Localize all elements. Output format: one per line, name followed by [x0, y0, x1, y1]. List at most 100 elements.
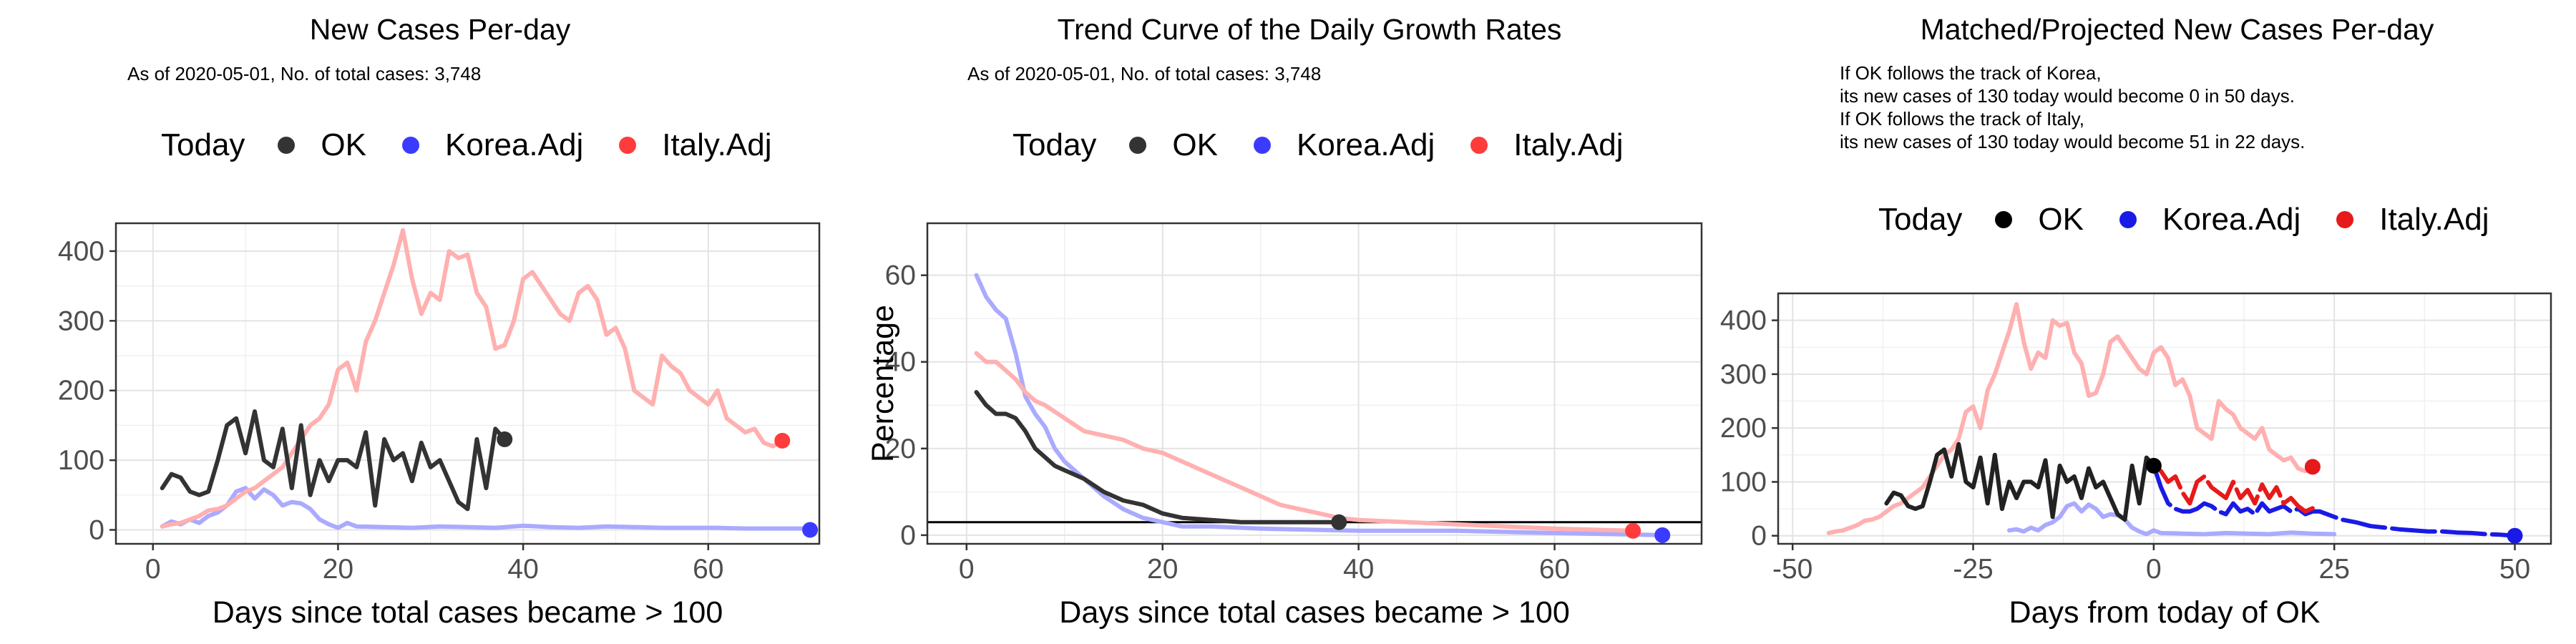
legend-label-ok: OK — [1172, 127, 1218, 162]
y-tick-label: 20 — [885, 434, 916, 464]
y-tick-label: 300 — [58, 306, 104, 336]
y-tick-label: 400 — [1720, 306, 1767, 336]
x-tick-label: 0 — [2146, 554, 2162, 585]
legend-label-ok: OK — [321, 127, 366, 162]
y-tick-label: 400 — [58, 236, 104, 267]
legend-item-italy: Italy.Adj — [1470, 127, 1623, 163]
legend: Today OK Korea.Adj Italy.Adj — [1878, 202, 2524, 238]
chart-title: New Cases Per-day — [309, 13, 571, 46]
x-tick-label: 0 — [959, 554, 975, 585]
series-line-italy-adj — [2151, 463, 2315, 514]
today-point-korea-adj — [2507, 527, 2523, 544]
x-tick-label: 0 — [145, 554, 161, 585]
plot-border — [114, 222, 821, 545]
series-line-korea-adj — [2151, 463, 2517, 538]
x-axis-label: Days from today of OK — [2009, 595, 2321, 630]
legend-dot-italy — [619, 137, 637, 154]
x-tick-label: -50 — [1772, 554, 1813, 585]
legend: Today OK Korea.Adj Italy.Adj — [1013, 127, 1659, 163]
x-tick-label: 50 — [2499, 554, 2530, 585]
series-line-ok — [974, 390, 1342, 525]
x-axis-label: Days since total cases became > 100 — [213, 595, 723, 630]
legend-label-ok: OK — [2038, 202, 2084, 237]
legend-dot-korea — [2119, 211, 2137, 228]
y-tick-label: 0 — [89, 515, 104, 546]
chart-subtitle: As of 2020-05-01, No. of total cases: 3,… — [127, 63, 482, 84]
panel-growth-rates: Trend Curve of the Daily Growth Rates As… — [852, 0, 1703, 644]
series-line-italy-adj — [160, 228, 785, 529]
x-tick-label: 40 — [507, 554, 538, 585]
legend-label-italy: Italy.Adj — [2379, 202, 2489, 237]
legend-label-korea: Korea.Adj — [2162, 202, 2301, 237]
today-point-italy-adj — [2304, 459, 2321, 475]
legend-item-ok: OK — [278, 127, 366, 163]
x-axis-label: Days since total cases became > 100 — [1059, 595, 1569, 630]
legend-dot-korea — [402, 137, 419, 154]
today-point-ok — [497, 431, 513, 447]
y-tick-label: 200 — [58, 376, 104, 406]
today-point-ok — [1331, 514, 1347, 530]
x-tick-label: 20 — [323, 554, 353, 585]
note-line: If OK follows the track of Italy, — [1840, 108, 2084, 130]
projected-cases-chart: -50 -25 0 25 50 0 100 200 300 400 Days from today … — [1720, 292, 2552, 630]
legend-item-korea: Korea.Adj — [1254, 127, 1435, 163]
growth-rate-chart: 0 20 40 60 0 20 40 60 Days since total cases bec… — [866, 222, 1703, 630]
series-line-italy-adj — [974, 351, 1636, 533]
y-tick-label: 0 — [900, 520, 916, 551]
today-point-korea-adj — [1654, 527, 1671, 543]
chart-title: Matched/Projected New Cases Per-day — [1920, 13, 2434, 46]
legend-label-italy: Italy.Adj — [1513, 127, 1624, 162]
legend-dot-italy — [2336, 211, 2354, 228]
y-tick-label: 200 — [1720, 413, 1767, 444]
legend-label-korea: Korea.Adj — [445, 127, 584, 162]
x-tick-label: 40 — [1343, 554, 1374, 585]
panel-new-cases: New Cases Per-day As of 2020-05-01, No. … — [0, 0, 848, 644]
legend-item-italy: Italy.Adj — [2336, 202, 2489, 238]
legend-dot-ok — [1995, 211, 2013, 228]
x-tick-label: -25 — [1953, 554, 1993, 585]
series-line-korea-adj-matched — [2007, 501, 2337, 537]
legend: Today OK Korea.Adj Italy.Adj — [161, 127, 807, 163]
series-line-ok — [1884, 441, 2156, 522]
legend-title: Today — [161, 127, 245, 162]
y-tick-label: 100 — [1720, 467, 1767, 497]
legend-dot-ok — [1129, 137, 1147, 154]
series-line-ok — [160, 409, 507, 512]
y-tick-label: 0 — [1751, 521, 1767, 552]
x-tick-label: 20 — [1147, 554, 1178, 585]
plot-border — [926, 222, 1703, 545]
note-line: its new cases of 130 today would become … — [1840, 85, 2295, 107]
legend-title: Today — [1013, 127, 1097, 162]
y-tick-label: 40 — [885, 347, 916, 378]
chart-subtitle: As of 2020-05-01, No. of total cases: 3,… — [967, 63, 1322, 84]
legend-item-ok: OK — [1129, 127, 1218, 163]
today-point-korea-adj — [802, 522, 819, 538]
projection-note: If OK follows the track of Korea, its ne… — [1840, 62, 2305, 153]
series-line-korea-adj — [160, 486, 813, 531]
today-point-ok — [2145, 457, 2162, 474]
new-cases-chart: 0 20 40 60 0 100 200 300 400 Days since total cas… — [58, 222, 821, 630]
x-tick-label: 25 — [2319, 554, 2350, 585]
note-line: If OK follows the track of Korea, — [1840, 62, 2102, 84]
legend-dot-italy — [1470, 137, 1488, 154]
chart-title: Trend Curve of the Daily Growth Rates — [1057, 13, 1562, 46]
legend-item-korea: Korea.Adj — [2119, 202, 2301, 238]
x-tick-label: 60 — [693, 554, 723, 585]
legend-title: Today — [1878, 202, 1963, 237]
today-point-italy-adj — [774, 432, 791, 449]
series-line-italy-adj-matched — [1826, 302, 2315, 535]
y-axis-label: Percentage — [866, 305, 900, 462]
y-tick-label: 300 — [1720, 359, 1767, 390]
plot-border — [1777, 292, 2552, 545]
legend-item-ok: OK — [1995, 202, 2084, 238]
legend-item-italy: Italy.Adj — [619, 127, 771, 163]
today-point-italy-adj — [1625, 522, 1641, 539]
legend-label-italy: Italy.Adj — [662, 127, 772, 162]
note-line: its new cases of 130 today would become … — [1840, 131, 2306, 152]
y-tick-label: 100 — [58, 445, 104, 476]
legend-dot-ok — [278, 137, 296, 154]
x-tick-label: 60 — [1539, 554, 1570, 585]
legend-dot-korea — [1254, 137, 1271, 154]
panel-projected-cases: Matched/Projected New Cases Per-day If O… — [1707, 0, 2576, 644]
legend-item-korea: Korea.Adj — [402, 127, 583, 163]
